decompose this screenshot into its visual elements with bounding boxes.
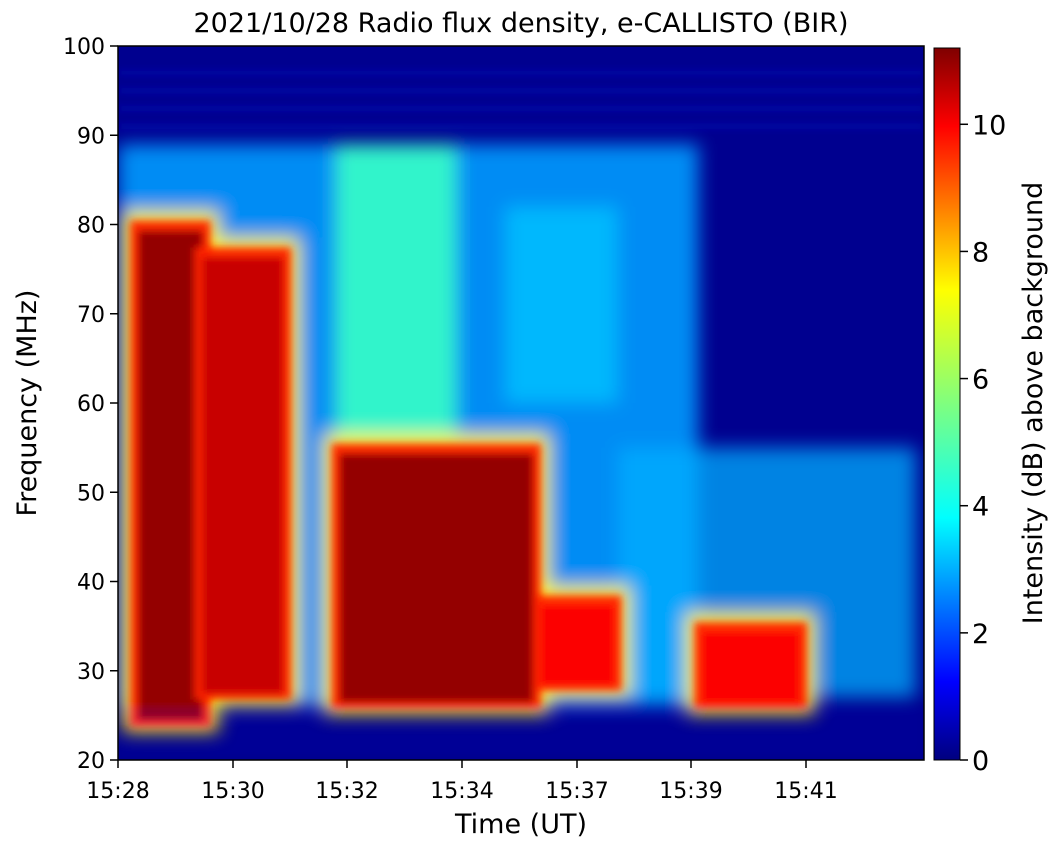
colorbar-tick-label: 0 <box>972 746 989 777</box>
plot-area <box>118 46 924 760</box>
colorbar-tick-label: 10 <box>972 110 1006 141</box>
y-tick-label: 80 <box>77 214 105 239</box>
colorbar <box>933 47 961 761</box>
colorbar-label: Intensity (dB) above background <box>1018 182 1049 624</box>
y-axis-label: Frequency (MHz) <box>12 290 43 517</box>
x-axis-label: Time (UT) <box>454 809 587 840</box>
y-tick-label: 90 <box>77 124 105 149</box>
burst-core <box>202 257 284 694</box>
x-tick-label: 15:39 <box>659 779 722 804</box>
x-tick-label: 15:41 <box>774 779 837 804</box>
y-axis-ticks: 20 30 40 50 60 70 80 90 100 <box>63 35 118 774</box>
y-tick-label: 50 <box>77 481 105 506</box>
x-tick-label: 15:32 <box>315 779 378 804</box>
y-tick-label: 30 <box>77 660 105 685</box>
x-tick-label: 15:30 <box>201 779 264 804</box>
burst-core <box>339 453 534 703</box>
burst-core <box>541 605 614 685</box>
x-tick-label: 15:28 <box>86 779 149 804</box>
colorbar-ticks: 0 2 4 6 8 10 <box>960 110 1006 777</box>
y-tick-label: 70 <box>77 303 105 328</box>
x-axis-ticks: 15:28 15:30 15:32 15:34 15:37 15:39 15:41 <box>86 760 838 804</box>
burst-core <box>138 230 203 721</box>
colorbar-tick-label: 2 <box>972 619 989 650</box>
burst-core <box>702 632 800 703</box>
y-tick-label: 100 <box>63 35 105 60</box>
y-tick-label: 60 <box>77 392 105 417</box>
colorbar-tick-label: 6 <box>972 365 989 396</box>
x-tick-label: 15:34 <box>430 779 493 804</box>
colorbar-tick-label: 4 <box>972 492 989 523</box>
y-tick-label: 40 <box>77 571 105 596</box>
x-tick-label: 15:37 <box>545 779 608 804</box>
colorbar-tick-label: 8 <box>972 237 989 268</box>
y-tick-label: 20 <box>77 749 105 774</box>
chart-title: 2021/10/28 Radio flux density, e-CALLIST… <box>193 8 848 39</box>
